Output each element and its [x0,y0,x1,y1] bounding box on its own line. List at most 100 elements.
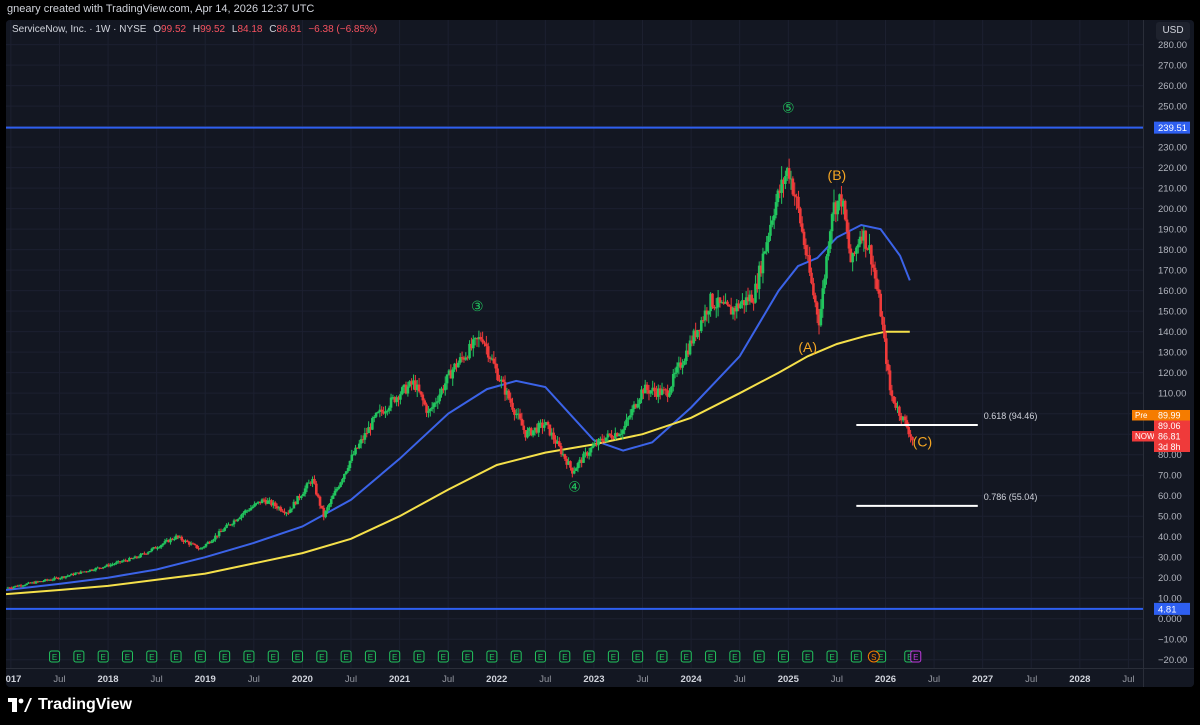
price-chart[interactable]: 0.618 (94.46)0.786 (55.04)③④⑤(A)(B)(C)E E… [6,20,1194,687]
candle-body [247,510,251,512]
tradingview-logo[interactable]: TradingView [8,694,132,716]
candle-body [520,418,524,426]
earnings-marker-label: E [562,653,567,662]
candle-body [571,467,574,474]
candle-body [85,571,88,573]
candle-body [387,407,391,411]
candle-body [670,386,673,393]
y-tick-label: 140.00 [1158,327,1187,338]
candle-body [197,548,200,550]
candle-body [896,406,899,408]
candle-body [864,230,868,249]
y-tick-label: −10.00 [1158,635,1187,646]
candle-body [434,402,438,404]
candle-body [272,502,275,506]
candle-body [414,380,417,391]
candle-body [249,508,253,511]
candle-body [488,357,492,360]
candle-body [628,415,632,418]
moving-average-line [6,330,910,596]
candle-body [96,567,99,569]
candle-body [169,538,172,543]
earnings-marker [802,650,814,663]
earnings-marker-label: E [343,653,348,662]
candle-body [890,390,894,397]
earnings-marker [632,650,644,663]
y-tick-label: 200.00 [1158,204,1187,215]
candle-body [171,538,174,540]
candle-body [539,422,542,424]
chart-panel[interactable]: 0.618 (94.46) 0.786 (55.04) ③ ④ ⑤ (A) (B) (C) E E… [6,20,1194,687]
candle-body [871,264,875,268]
candle-body [49,579,53,581]
candle-body [264,500,268,504]
candle-body [597,439,600,446]
earnings-marker [850,650,862,663]
candle-body [236,519,240,521]
y-tick-label: 50.00 [1158,512,1182,523]
candle-body [475,338,479,340]
candle-body [154,547,157,549]
candle-body [143,553,146,555]
candle-body [647,390,651,394]
candle-body [58,578,62,580]
candle-body [817,314,821,326]
candle-body [343,473,346,480]
candle-body [660,389,664,395]
currency-button[interactable]: USD [1156,22,1190,40]
candle-body [651,387,654,391]
candle-body [808,255,811,273]
candle-body [75,572,79,574]
candle-body [873,267,877,279]
candle-body [836,200,840,215]
candle-body [253,503,256,507]
x-tick-label: Jul [831,674,843,685]
candle-body [713,306,716,309]
earnings-marker-label: E [173,653,178,662]
wave-label: (B) [828,167,847,183]
x-tick-label: Jul [151,674,163,685]
candle-body [298,495,301,499]
candle-body [315,483,318,495]
split-marker [867,650,880,663]
price-tag-box [1154,420,1190,431]
future-earnings-marker [910,650,922,663]
candle-body [47,579,51,581]
candle-body [531,430,535,436]
candle-body [567,461,570,465]
candle-body [804,244,808,256]
earnings-marker [219,650,231,663]
candle-body [131,558,135,560]
price-tag-symbol-box [1132,410,1154,421]
candle-body [711,293,714,307]
candle-body [417,384,421,392]
candle-body [288,509,292,513]
x-tick-label: 2022 [486,674,507,685]
candle-body [115,562,118,564]
candle-body [576,463,580,469]
candle-body [735,303,739,312]
candle-body [464,357,468,360]
candle-body [828,231,832,249]
y-tick-label: 250.00 [1158,102,1187,113]
candle-body [813,295,817,303]
candle-body [451,369,455,379]
candle-body [275,506,279,509]
candle-body [612,437,615,439]
candle-body [911,436,914,441]
candle-body [184,540,187,542]
candle-body [494,363,498,369]
candle-body [258,501,262,504]
candle-body [311,478,314,484]
earnings-marker [680,650,692,663]
earnings-marker [243,650,255,663]
earnings-marker-label: E [756,653,761,662]
earnings-marker [292,650,304,663]
candle-body [88,569,92,572]
candle-body [73,573,77,576]
earnings-marker-label: E [514,653,519,662]
earnings-marker [267,650,279,663]
candle-body [217,531,221,537]
candle-body [623,425,626,431]
candle-body [778,190,782,193]
